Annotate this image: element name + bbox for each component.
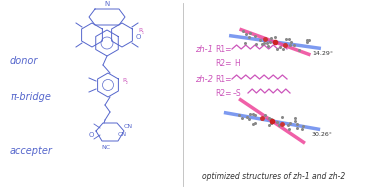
Text: R: R xyxy=(122,78,126,84)
Text: R1=: R1= xyxy=(215,74,232,84)
Text: N: N xyxy=(104,1,110,7)
Text: optimized structures of zh-1 and zh-2: optimized structures of zh-1 and zh-2 xyxy=(202,172,346,181)
Text: CN: CN xyxy=(118,132,127,138)
Text: donor: donor xyxy=(10,56,39,66)
Text: π-bridge: π-bridge xyxy=(10,92,51,102)
Text: ₁: ₁ xyxy=(142,30,144,36)
Text: zh-1: zh-1 xyxy=(195,44,213,53)
Text: –S: –S xyxy=(233,88,241,98)
Text: 30.26°: 30.26° xyxy=(312,132,333,137)
Text: R: R xyxy=(138,29,142,33)
Text: zh-2: zh-2 xyxy=(195,74,213,84)
Text: R2=: R2= xyxy=(215,59,232,67)
Text: H: H xyxy=(234,59,240,67)
Text: accepter: accepter xyxy=(10,146,53,156)
Text: O: O xyxy=(136,34,141,40)
Text: 14.29°: 14.29° xyxy=(312,51,334,56)
Text: ₂: ₂ xyxy=(126,81,128,85)
Text: NC: NC xyxy=(101,145,110,150)
Text: CN: CN xyxy=(124,123,133,129)
Text: O: O xyxy=(88,132,94,138)
Text: R2=: R2= xyxy=(215,88,232,98)
Text: R1=: R1= xyxy=(215,44,232,53)
